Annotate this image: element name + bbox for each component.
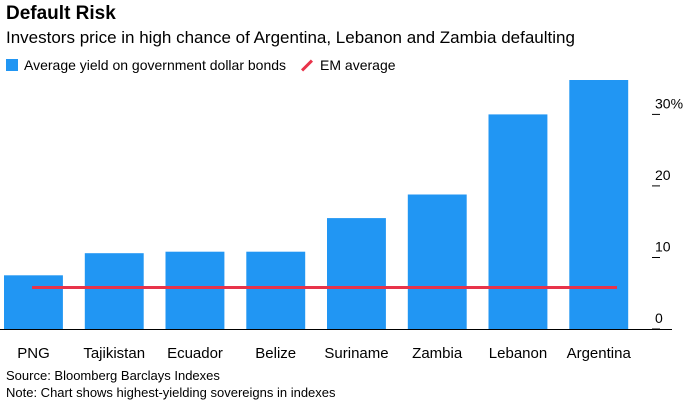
chart-subtitle: Investors price in high chance of Argent… (6, 28, 575, 47)
x-tick-label: Ecuador (167, 345, 223, 362)
chart-title: Default Risk (6, 3, 116, 24)
bar-zambia (407, 194, 467, 329)
chart-note: Note: Chart shows highest-yielding sover… (6, 385, 336, 400)
y-tick-label: 10 (655, 239, 671, 255)
x-tick-label: PNG (17, 345, 50, 362)
legend-bar-swatch (6, 59, 18, 71)
x-tick-label: Suriname (324, 345, 388, 362)
bar-lebanon (488, 114, 548, 330)
x-tick-label: Tajikistan (83, 345, 145, 362)
y-tick-label: 20 (655, 167, 671, 183)
bar-ecuador (165, 251, 225, 329)
bar-suriname (327, 218, 386, 329)
legend-label-bonds: Average yield on government dollar bonds (24, 57, 287, 73)
bar-tajikistan (84, 253, 144, 329)
legend-label-em-average: EM average (320, 57, 396, 73)
y-tick-label: 0 (655, 310, 663, 326)
bar-argentina (569, 80, 629, 329)
x-tick-label: Belize (255, 345, 296, 362)
bar-png (4, 275, 63, 329)
y-tick-label: 30% (655, 95, 683, 111)
x-tick-label: Argentina (567, 345, 632, 362)
x-tick-label: Lebanon (489, 345, 547, 362)
bar-belize (246, 251, 306, 329)
legend: Average yield on government dollar bonds… (6, 57, 396, 73)
chart-source: Source: Bloomberg Barclays Indexes (6, 368, 220, 383)
x-tick-label: Zambia (412, 345, 463, 362)
